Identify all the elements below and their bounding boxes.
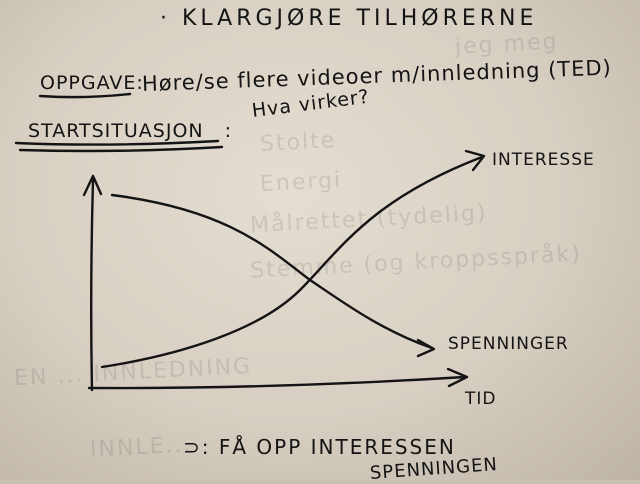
x-axis [87,375,467,390]
start-heading-text: STARTSITUASJON [28,120,204,142]
start-heading-underline-2 [18,145,224,153]
rising-curve [100,155,484,369]
bottom-note: ⊃: FÅ OPP INTERESSEN [183,435,456,459]
falling-curve-arrowhead [416,338,436,358]
task-label: OPPGAVE: [40,72,144,94]
start-heading: STARTSITUASJON : [28,120,232,142]
y-axis-arrowhead [82,174,103,197]
falling-curve [110,193,434,350]
start-heading-underline [14,139,220,146]
start-heading-colon: : [224,120,233,142]
x-axis-arrowhead [446,367,469,388]
rising-curve-label: INTERESSE [492,150,595,170]
rising-curve-arrowhead [464,149,486,172]
task-label-underline [38,92,132,99]
y-axis [90,178,95,392]
falling-curve-label: SPENNINGER [448,334,569,354]
x-axis-label: TID [465,389,497,409]
page-title: · KLARGJØRE TILHØRERNE [160,6,538,31]
